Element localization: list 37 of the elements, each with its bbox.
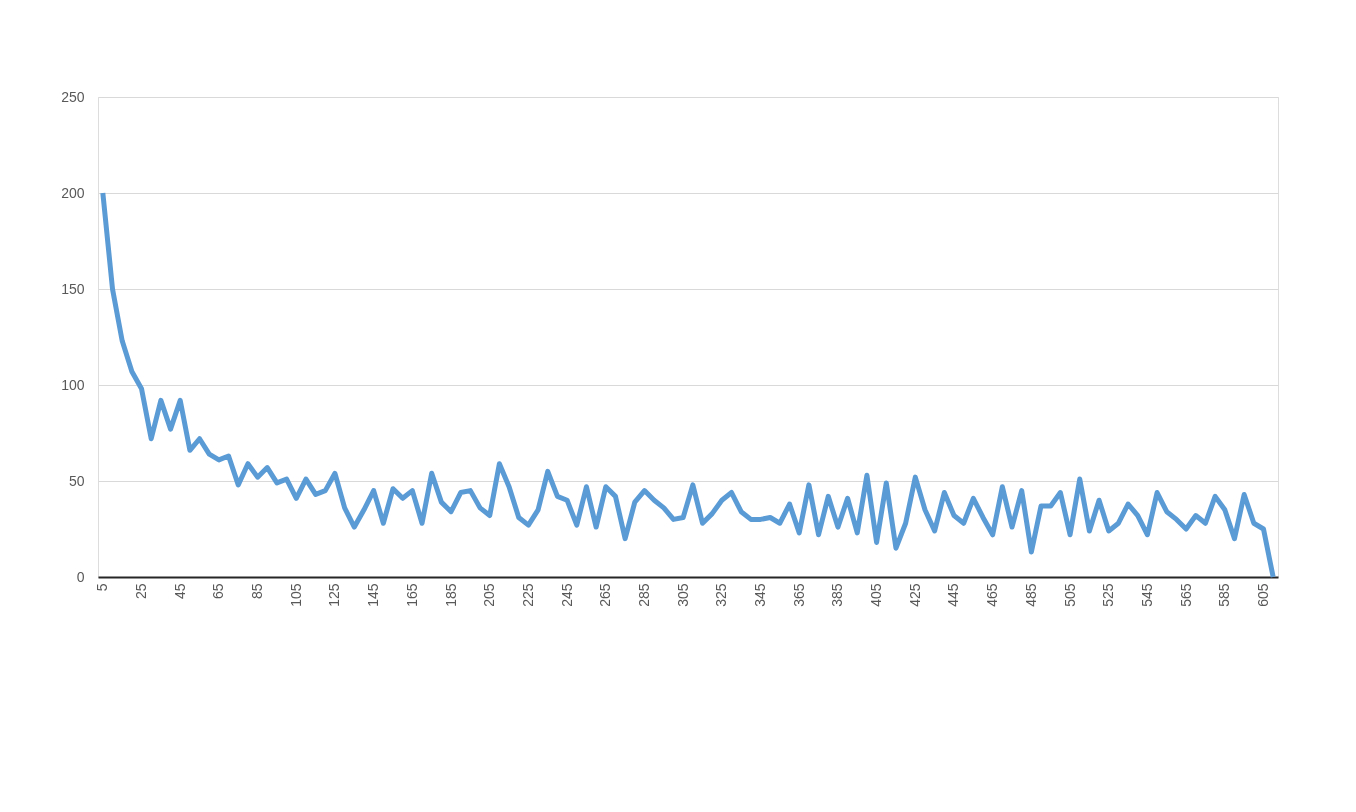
- x-tick-label: 565: [1177, 583, 1194, 607]
- x-tick-label: 505: [1061, 583, 1078, 607]
- x-tick-label: 25: [133, 583, 150, 600]
- x-tick-label: 405: [868, 583, 885, 607]
- x-tick-label: 545: [1138, 583, 1155, 607]
- y-tick-label: 0: [76, 568, 85, 585]
- x-tick-label: 105: [287, 583, 304, 607]
- x-tick-label: 425: [906, 583, 923, 607]
- x-tick-label: 225: [519, 583, 536, 607]
- x-tick-label: 285: [635, 583, 652, 607]
- x-tick-label: 5: [94, 583, 111, 592]
- x-tick-label: 65: [210, 583, 227, 600]
- x-tick-label: 245: [558, 583, 575, 607]
- y-tick-label: 250: [61, 88, 85, 105]
- x-tick-label: 125: [326, 583, 343, 607]
- x-tick-label: 485: [1022, 583, 1039, 607]
- x-tick-label: 605: [1254, 583, 1271, 607]
- x-tick-label: 205: [481, 583, 498, 607]
- x-tick-label: 365: [790, 583, 807, 607]
- x-tick-label: 385: [829, 583, 846, 607]
- x-tick-label: 145: [365, 583, 382, 607]
- x-tick-label: 45: [171, 583, 188, 600]
- x-tick-label: 325: [713, 583, 730, 607]
- x-tick-label: 445: [945, 583, 962, 607]
- y-tick-label: 150: [61, 280, 85, 297]
- x-tick-label: 85: [249, 583, 266, 600]
- y-tick-label: 200: [61, 184, 85, 201]
- x-tick-label: 465: [984, 583, 1001, 607]
- x-tick-label: 305: [674, 583, 691, 607]
- y-tick-label: 100: [61, 376, 85, 393]
- x-tick-label: 345: [752, 583, 769, 607]
- x-tick-label: 525: [1100, 583, 1117, 607]
- x-tick-label: 185: [442, 583, 459, 607]
- y-tick-label: 50: [68, 472, 85, 489]
- x-tick-label: 585: [1216, 583, 1233, 607]
- x-tick-label: 165: [403, 583, 420, 607]
- x-tick-label: 265: [597, 583, 614, 607]
